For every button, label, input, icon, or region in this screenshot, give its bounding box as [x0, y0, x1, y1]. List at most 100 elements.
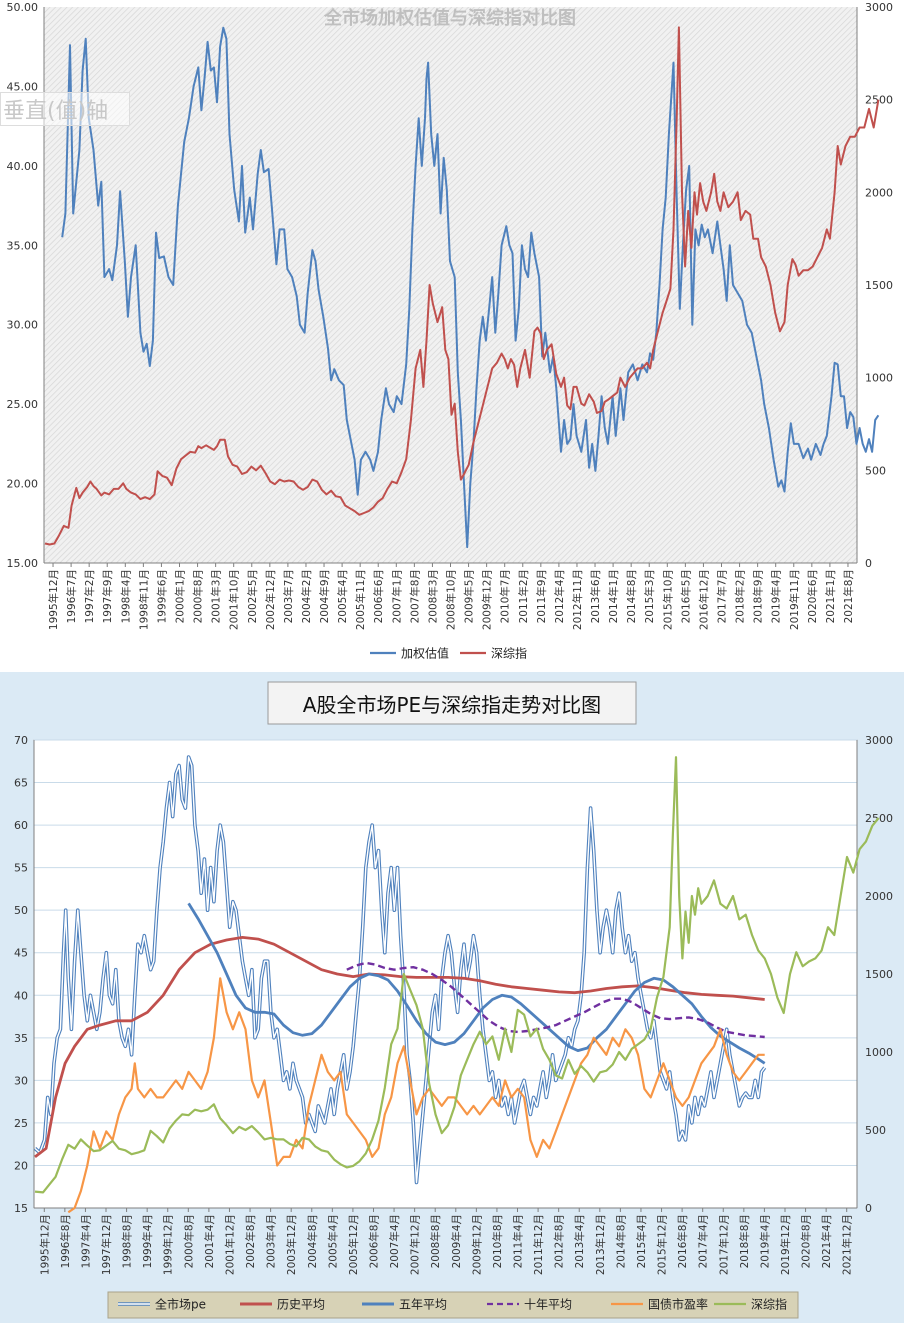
x-tick-label: 2001年3月	[210, 569, 223, 623]
x-tick-label: 2018年8月	[738, 1214, 751, 1268]
x-tick-label: 2019年12月	[779, 1214, 792, 1275]
x-tick-label: 2018年2月	[734, 569, 747, 623]
y-left-tick-label: 35.00	[7, 239, 39, 252]
y-right-tick-label: 3000	[865, 734, 893, 747]
x-tick-label: 1997年2月	[83, 569, 96, 623]
y-right-tick-label: 500	[865, 1124, 886, 1137]
x-tick-label: 2019年4月	[758, 1214, 771, 1268]
x-tick-label: 2015年10月	[661, 569, 674, 630]
x-tick-label: 1998年11月	[137, 569, 150, 630]
x-tick-label: 1996年7月	[65, 569, 78, 623]
y-left-tick-label: 50.00	[7, 1, 39, 14]
x-tick-label: 2005年12月	[347, 1214, 360, 1275]
x-tick-label: 2015年4月	[635, 1214, 648, 1268]
x-tick-label: 2007年1月	[390, 569, 403, 623]
x-tick-label: 1996年8月	[59, 1214, 72, 1268]
series-line-1	[34, 936, 765, 1159]
x-tick-label: 2020年6月	[806, 569, 819, 623]
x-tick-label: 2007年12月	[409, 1214, 422, 1275]
series-line-3	[346, 961, 765, 1039]
y-right-tick-label: 2000	[865, 890, 893, 903]
x-tick-label: 1997年4月	[79, 1214, 92, 1268]
x-tick-label: 2015年3月	[643, 569, 656, 623]
x-tick-label: 2001年4月	[203, 1214, 216, 1268]
y-left-tick-label: 45	[14, 947, 28, 960]
x-tick-label: 2000年8月	[192, 569, 205, 623]
x-tick-label: 2006年8月	[367, 1214, 380, 1268]
x-tick-label: 2007年4月	[388, 1214, 401, 1268]
y-left-tick-label: 30	[14, 1074, 28, 1087]
plot-area	[44, 7, 857, 563]
y-right-tick-label: 1000	[865, 372, 893, 385]
x-tick-label: 2011年9月	[535, 569, 548, 623]
y-left-tick-label: 25	[14, 1117, 28, 1130]
y-left-tick-label: 45.00	[7, 80, 39, 93]
y-right-tick-label: 1000	[865, 1046, 893, 1059]
y-left-tick-label: 25.00	[7, 398, 39, 411]
series-line-2	[187, 902, 766, 1065]
y-left-tick-label: 40.00	[7, 160, 39, 173]
x-tick-label: 2011年12月	[532, 1214, 545, 1275]
x-tick-label: 2002年12月	[264, 569, 277, 630]
y-left-tick-label: 15.00	[7, 557, 39, 570]
legend-label-5: 深综指	[751, 1297, 787, 1312]
x-tick-label: 2008年8月	[429, 1214, 442, 1268]
chart-title-box	[267, 681, 637, 725]
x-tick-label: 2005年4月	[326, 1214, 339, 1268]
legend-label-0: 全市场pe	[155, 1297, 206, 1312]
x-tick-label: 2012年11月	[571, 569, 584, 630]
x-tick-label: 2013年4月	[573, 1214, 586, 1268]
vertical-axis-overlay: 垂直(值)轴	[0, 92, 130, 126]
x-tick-label: 2010年8月	[491, 1214, 504, 1268]
x-tick-label: 2017年4月	[697, 1214, 710, 1268]
x-tick-label: 1995年12月	[47, 569, 60, 630]
series-line-1	[44, 26, 880, 546]
x-tick-label: 2017年12月	[717, 1214, 730, 1275]
x-tick-label: 2011年2月	[517, 569, 530, 623]
x-tick-label: 2002年8月	[244, 1214, 257, 1268]
x-tick-label: 2020年8月	[800, 1214, 813, 1268]
y-right-tick-label: 2000	[865, 186, 893, 199]
x-tick-label: 2018年9月	[752, 569, 765, 623]
chart-1-svg: 15.00 20.00 25.00 30.00 35.00 40.00 45.00 50.00…	[7, 1, 894, 661]
x-tick-label: 2014年8月	[625, 569, 638, 623]
legend-label-4: 国债市盈率	[648, 1297, 708, 1312]
x-tick-label: 1997年12月	[100, 1214, 113, 1275]
legend-label-1: 历史平均	[277, 1298, 325, 1312]
y-right-tick-label: 0	[865, 1202, 872, 1215]
y-left-tick-label: 35	[14, 1032, 28, 1045]
y-left-tick-label: 60	[14, 819, 28, 832]
x-tick-label: 2003年7月	[282, 569, 295, 623]
x-tick-label: 2005年11月	[354, 569, 367, 630]
x-tick-label: 2007年8月	[408, 569, 421, 623]
x-tick-label: 2014年1月	[607, 569, 620, 623]
series-line-4	[67, 977, 765, 1214]
chart-weighted-valuation: 15.00 20.00 25.00 30.00 35.00 40.00 45.00 50.00…	[0, 1, 894, 661]
legend-label-0: 加权估值	[401, 646, 449, 661]
y-right-tick-label: 0	[865, 557, 872, 570]
x-tick-label: 2006年6月	[372, 569, 385, 623]
x-tick-label: 2021年4月	[820, 1214, 833, 1268]
y-right-tick-label: 500	[865, 464, 886, 477]
y-left-tick-label: 65	[14, 777, 28, 790]
x-tick-label: 2014年8月	[614, 1214, 627, 1268]
x-tick-label: 2005年4月	[336, 569, 349, 623]
y-left-tick-label: 55	[14, 862, 28, 875]
x-tick-label: 2003年4月	[265, 1214, 278, 1268]
x-tick-label: 2012年4月	[553, 569, 566, 623]
x-tick-label: 2009年5月	[463, 569, 476, 623]
y-left-tick-label: 40	[14, 989, 28, 1002]
x-tick-label: 2021年8月	[842, 569, 855, 623]
x-tick-label: 2009年12月	[470, 1214, 483, 1275]
x-tick-label: 2001年10月	[228, 569, 241, 630]
x-tick-label: 1999年6月	[155, 569, 168, 623]
y-left-tick-label: 20	[14, 1159, 28, 1172]
x-tick-label: 2012年8月	[553, 1214, 566, 1268]
y-right-tick-label: 3000	[865, 1, 893, 14]
x-tick-label: 2009年4月	[450, 1214, 463, 1268]
x-tick-label: 2001年12月	[223, 1214, 236, 1275]
x-tick-label: 1998年4月	[119, 569, 132, 623]
chart-title: 全市场加权估值与深综指对比图	[323, 7, 576, 29]
x-tick-label: 2011年4月	[512, 1214, 525, 1268]
x-tick-label: 2013年6月	[589, 569, 602, 623]
